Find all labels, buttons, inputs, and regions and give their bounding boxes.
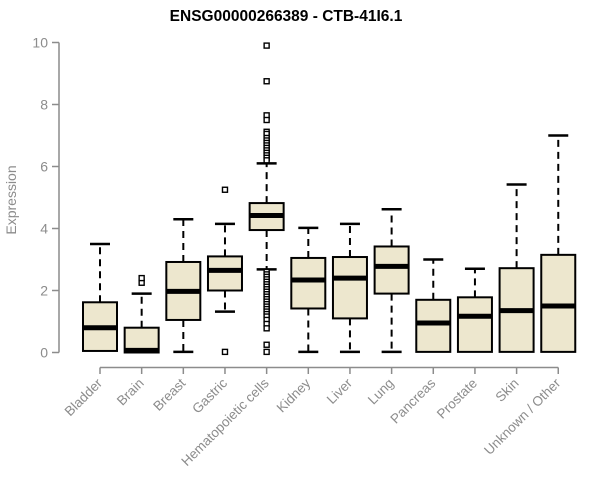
boxplot-group-unknown-other <box>540 134 577 353</box>
x-tick-label-gastric: Gastric <box>189 375 230 416</box>
box-kidney <box>290 256 327 310</box>
boxes-layer <box>82 42 577 356</box>
boxplot-group-liver <box>331 222 368 354</box>
y-tick-label-2: 2 <box>40 283 48 299</box>
outlier-point-hematopoietic-cells <box>263 341 270 348</box>
outlier-point-hematopoietic-cells <box>263 42 270 49</box>
outlier-point-hematopoietic-cells <box>263 116 270 124</box>
x-tick-label-lung: Lung <box>365 376 397 408</box>
chart-title: ENSG00000266389 - CTB-41I6.1 <box>170 8 403 25</box>
box-lung <box>373 245 410 295</box>
boxplot-group-brain <box>123 274 160 354</box>
box-gastric <box>206 255 243 292</box>
boxplot-group-breast <box>165 217 202 354</box>
outlier-point-gastric <box>221 348 229 356</box>
y-tick-label-8: 8 <box>40 97 48 113</box>
boxplot-group-kidney <box>290 226 327 354</box>
boxplot-group-hematopoietic-cells <box>248 42 285 356</box>
y-tick-label-0: 0 <box>40 345 48 361</box>
x-tick-label-breast: Breast <box>150 375 188 413</box>
x-tick-label-kidney: Kidney <box>274 375 314 415</box>
outlier-point-gastric <box>221 186 229 193</box>
outlier-point-hematopoietic-cells <box>263 157 270 164</box>
x-tick-label-bladder: Bladder <box>62 375 106 419</box>
y-tick-label-6: 6 <box>40 159 48 175</box>
outlier-point-brain <box>138 274 145 282</box>
x-tick-label-unknown-other: Unknown / Other <box>481 375 564 458</box>
outlier-point-hematopoietic-cells <box>263 325 270 332</box>
x-tick-label-liver: Liver <box>324 375 356 407</box>
boxplot-group-lung <box>373 208 410 354</box>
boxplot-group-bladder <box>82 242 118 352</box>
x-tick-label-prostate: Prostate <box>434 376 480 422</box>
boxplot-group-skin <box>498 183 535 353</box>
y-tick-label-10: 10 <box>32 35 48 51</box>
box-prostate <box>456 296 493 353</box>
outlier-point-hematopoietic-cells <box>263 348 270 356</box>
y-tick-label-4: 4 <box>40 221 48 237</box>
boxplot-group-prostate <box>456 267 493 353</box>
x-tick-label-skin: Skin <box>493 376 522 405</box>
x-tick-label-pancreas: Pancreas <box>387 375 438 426</box>
box-pancreas <box>415 298 452 353</box>
outlier-point-hematopoietic-cells <box>263 78 270 85</box>
y-axis-title: Expression <box>3 165 19 234</box>
box-liver <box>331 256 368 320</box>
x-tick-label-brain: Brain <box>114 376 147 409</box>
boxplot-group-gastric <box>206 186 243 356</box>
box-unknown-other <box>540 253 577 353</box>
boxplot-group-pancreas <box>415 258 452 353</box>
